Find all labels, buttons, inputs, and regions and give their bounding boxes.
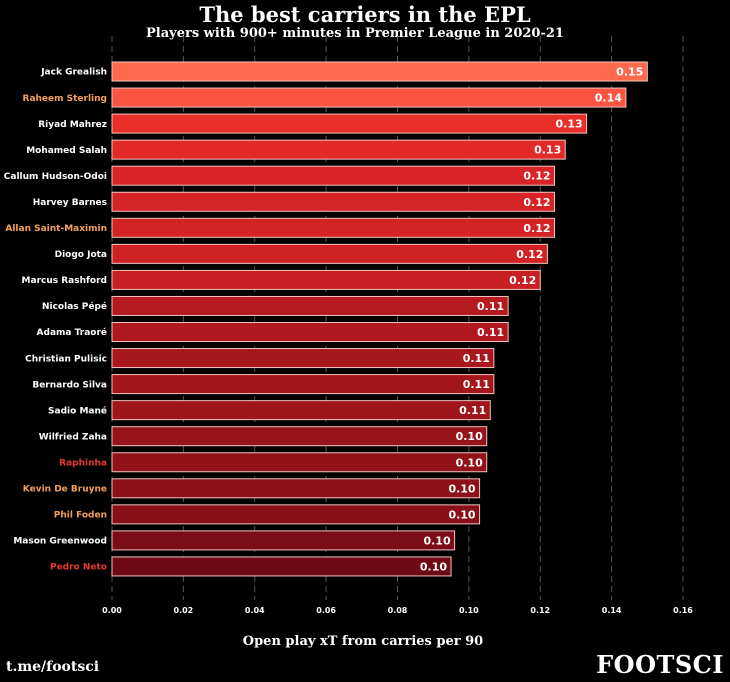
x-tick-label: 0.16 (673, 606, 693, 615)
bar-value-label: 0.12 (516, 248, 543, 261)
bar-value-label: 0.11 (463, 378, 490, 391)
player-label: Raphinha (59, 458, 107, 468)
bar (111, 139, 566, 160)
bar-value-label: 0.11 (459, 404, 486, 417)
x-tick-label: 0.10 (459, 606, 479, 615)
player-label: Bernardo Silva (32, 380, 107, 390)
player-label: Christian Pulisic (25, 354, 107, 364)
x-tick-label: 0.02 (174, 606, 194, 615)
value-labels: 0.15 0.14 0.13 0.13 0.12 0.12 0.12 0.12 0.12 0.11… (420, 66, 643, 574)
bar (111, 113, 588, 134)
player-label: Nicolas Pépé (42, 301, 107, 312)
bar (111, 191, 556, 212)
player-label: Jack Grealish (40, 68, 107, 78)
player-label: Callum Hudson-Odoi (4, 172, 107, 182)
bar (111, 556, 452, 577)
x-tick-label: 0.08 (388, 606, 408, 615)
bar-value-label: 0.13 (556, 118, 583, 131)
bar (111, 530, 456, 551)
player-label: Diogo Jota (55, 250, 107, 260)
bar-value-label: 0.10 (448, 508, 475, 521)
player-labels: Jack Grealish Raheem Sterling Riyad Mahrez… (4, 68, 107, 573)
bar (111, 426, 488, 447)
bar-value-label: 0.10 (456, 456, 483, 469)
chart-subtitle: Players with 900+ minutes in Premier Lea… (146, 26, 564, 41)
bar-value-label: 0.10 (420, 560, 447, 573)
bar (111, 478, 481, 499)
bar (111, 165, 556, 186)
bar-value-label: 0.10 (448, 482, 475, 495)
player-label: Riyad Mahrez (38, 120, 107, 130)
bar (111, 322, 509, 342)
player-label: Harvey Barnes (33, 198, 107, 208)
bars (111, 61, 648, 577)
player-label: Sadio Mané (48, 405, 107, 416)
x-tick-label: 0.00 (102, 606, 122, 615)
bar (111, 504, 481, 525)
chart-title: The best carriers in the EPL (199, 2, 531, 27)
player-label: Mason Greenwood (13, 537, 107, 547)
bar (111, 295, 509, 316)
x-tick-label: 0.12 (530, 606, 550, 615)
player-label: Pedro Neto (50, 563, 107, 573)
bar-value-label: 0.11 (477, 300, 504, 313)
bar-value-label: 0.12 (509, 274, 536, 287)
bar (111, 243, 548, 264)
player-label: Kevin De Bruyne (23, 485, 107, 495)
x-tick-label: 0.14 (602, 606, 622, 615)
footer-brand-logo: FOOTSCI (596, 650, 724, 679)
player-label: Phil Foden (54, 511, 107, 521)
bar (111, 400, 491, 421)
bar-value-label: 0.10 (456, 430, 483, 443)
bar (111, 61, 648, 82)
player-label: Marcus Rashford (22, 276, 107, 286)
bar (111, 269, 541, 290)
bar-value-label: 0.12 (523, 196, 550, 209)
bar (111, 452, 488, 473)
bar-value-label: 0.15 (616, 66, 643, 79)
footer-handle: t.me/footsci (6, 659, 100, 675)
x-tick-label: 0.06 (316, 606, 336, 615)
x-axis-label: Open play xT from carries per 90 (242, 634, 484, 649)
bar (111, 348, 495, 369)
player-label: Adama Traoré (37, 327, 107, 338)
player-label: Allan Saint-Maximin (5, 224, 107, 234)
x-tick-label: 0.04 (245, 606, 265, 615)
bar-value-label: 0.11 (477, 326, 504, 339)
bar-value-label: 0.13 (534, 144, 561, 157)
bar-value-label: 0.11 (463, 352, 490, 365)
bar (111, 217, 556, 238)
bar-value-label: 0.12 (523, 170, 550, 183)
player-label: Raheem Sterling (23, 94, 107, 104)
bar (111, 374, 495, 395)
bar-value-label: 0.12 (523, 222, 550, 235)
bar-value-label: 0.10 (423, 534, 450, 547)
bar (111, 87, 627, 108)
bar-value-label: 0.14 (595, 92, 622, 105)
x-axis-ticks: 0.00 0.02 0.04 0.06 0.08 0.10 0.12 0.14 0.16 (102, 606, 693, 615)
player-label: Mohamed Salah (26, 146, 107, 156)
player-label: Wilfried Zaha (39, 432, 107, 442)
